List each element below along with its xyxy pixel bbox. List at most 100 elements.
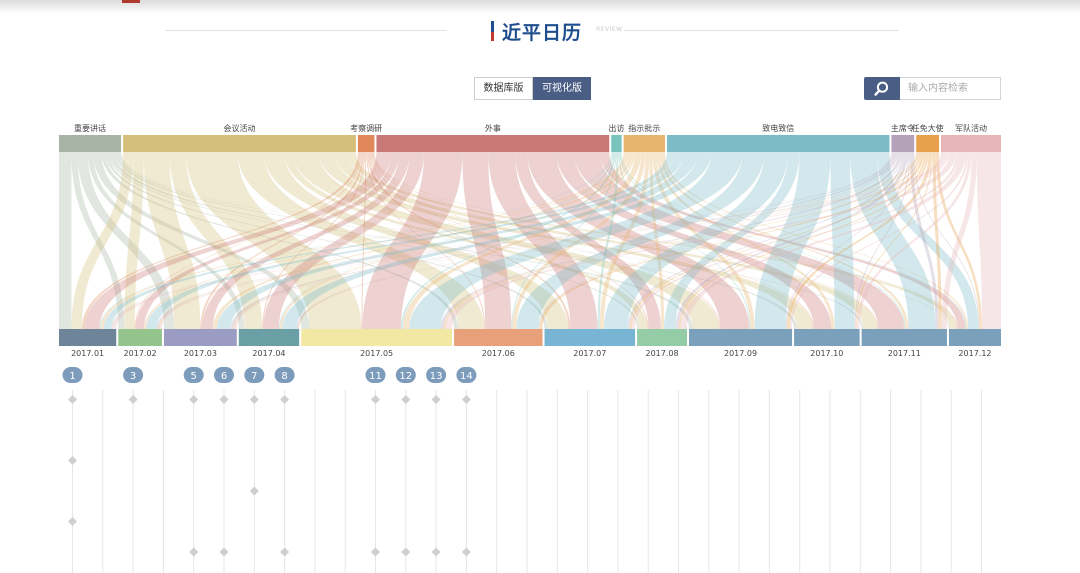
month-bar — [59, 329, 117, 346]
flow-ribbon — [652, 152, 755, 329]
flow-ribbon — [158, 152, 918, 329]
day-badge: 8 — [274, 367, 295, 383]
flow-ribbon — [237, 152, 485, 329]
flow-ribbon — [117, 152, 864, 329]
flow-ribbon — [401, 152, 616, 329]
day-badge-bg — [395, 367, 416, 383]
flow-ribbon — [362, 152, 463, 329]
event-marker — [401, 395, 411, 404]
category-bar — [916, 135, 939, 152]
month-bar — [163, 329, 237, 346]
flow-ribbon — [279, 152, 614, 329]
flow-ribbon — [910, 152, 939, 329]
day-badge-bg — [365, 367, 386, 383]
day-badge: 5 — [183, 367, 204, 383]
flow-ribbon — [664, 152, 800, 329]
flow-ribbon — [284, 152, 648, 329]
day-badge: 1 — [62, 367, 83, 383]
flow-ribbon — [877, 152, 979, 329]
flow-ribbon — [347, 152, 957, 329]
search-icon — [874, 81, 889, 96]
flow-ribbon — [262, 152, 366, 329]
month-bar — [544, 329, 636, 346]
month-label: 2017.02 — [124, 349, 157, 358]
flow-ribbon — [134, 152, 363, 329]
flow-ribbon — [754, 152, 831, 329]
flow-ribbon — [135, 152, 400, 329]
category-label: 军队活动 — [955, 123, 987, 133]
flow-ribbon — [935, 152, 982, 329]
flow-ribbon — [370, 152, 721, 329]
day-number: 11 — [369, 371, 382, 382]
flow-ribbon — [599, 152, 650, 329]
page-title-text: 近平日历 — [502, 21, 583, 44]
event-marker — [431, 547, 441, 557]
flow-ribbon — [627, 152, 905, 329]
month-bar — [637, 329, 688, 346]
category-label: 考察调研 — [350, 123, 382, 133]
database-version-button[interactable]: 数据库版 — [474, 77, 533, 100]
day-number: 12 — [399, 371, 412, 382]
day-badge-bg — [123, 367, 144, 383]
flow-ribbon — [111, 152, 893, 329]
flow-ribbon — [371, 152, 814, 329]
flow-ribbon — [618, 152, 751, 329]
day-number: 14 — [460, 371, 473, 382]
event-marker — [128, 395, 138, 404]
category-bar — [623, 135, 665, 152]
flow-ribbon — [511, 152, 617, 329]
flow-ribbon — [156, 152, 895, 329]
flow-ribbon — [120, 152, 950, 329]
flow-ribbon — [143, 152, 201, 329]
category-label: 出访 — [608, 123, 624, 133]
flow-ribbon — [678, 152, 929, 329]
month-label: 2017.04 — [252, 349, 285, 358]
flow-ribbon — [366, 152, 486, 329]
flow-ribbon — [100, 152, 627, 329]
category-label: 外事 — [485, 123, 501, 133]
visual-version-button[interactable]: 可视化版 — [533, 77, 591, 100]
day-badge: 12 — [395, 367, 416, 383]
month-label: 2017.11 — [888, 349, 921, 358]
category-bar — [891, 135, 915, 152]
flow-ribbon — [87, 152, 245, 329]
event-marker — [189, 395, 199, 404]
day-badge-bg — [214, 367, 234, 383]
event-marker — [431, 395, 441, 404]
title-accent-bar — [491, 21, 494, 41]
flow-ribbon — [629, 152, 927, 329]
flow-ribbon — [369, 152, 649, 329]
page-title: 近平日历 — [491, 18, 582, 44]
flow-ribbon — [124, 152, 144, 329]
flow-ribbon — [620, 152, 967, 329]
month-label: 2017.09 — [724, 349, 757, 358]
event-marker — [68, 456, 77, 465]
flow-ribbon — [169, 152, 263, 329]
flow-ribbon — [71, 152, 134, 329]
flow-ribbon — [112, 152, 946, 329]
top-accent-mark — [122, 0, 140, 3]
flow-ribbon — [280, 152, 635, 329]
month-bar — [301, 329, 453, 346]
flow-ribbon — [785, 152, 910, 329]
flow-ribbon — [114, 152, 798, 329]
search-button[interactable] — [864, 77, 900, 100]
search-input[interactable] — [900, 77, 1001, 100]
month-label: 2017.01 — [71, 349, 104, 358]
flow-ribbon — [108, 152, 640, 329]
day-number: 7 — [251, 371, 257, 382]
event-marker — [219, 547, 229, 557]
month-label: 2017.06 — [482, 349, 515, 358]
flow-ribbon — [445, 152, 957, 329]
flow-ribbon — [675, 152, 909, 329]
flow-ribbon — [103, 152, 675, 329]
month-bar — [118, 329, 162, 346]
category-bar — [611, 135, 622, 152]
flow-ribbon — [373, 152, 958, 329]
flow-ribbon — [99, 152, 613, 329]
flow-ribbon — [854, 152, 911, 329]
event-marker — [280, 547, 290, 557]
event-marker — [68, 395, 77, 404]
event-marker — [461, 547, 471, 557]
flow-ribbon — [631, 152, 960, 329]
